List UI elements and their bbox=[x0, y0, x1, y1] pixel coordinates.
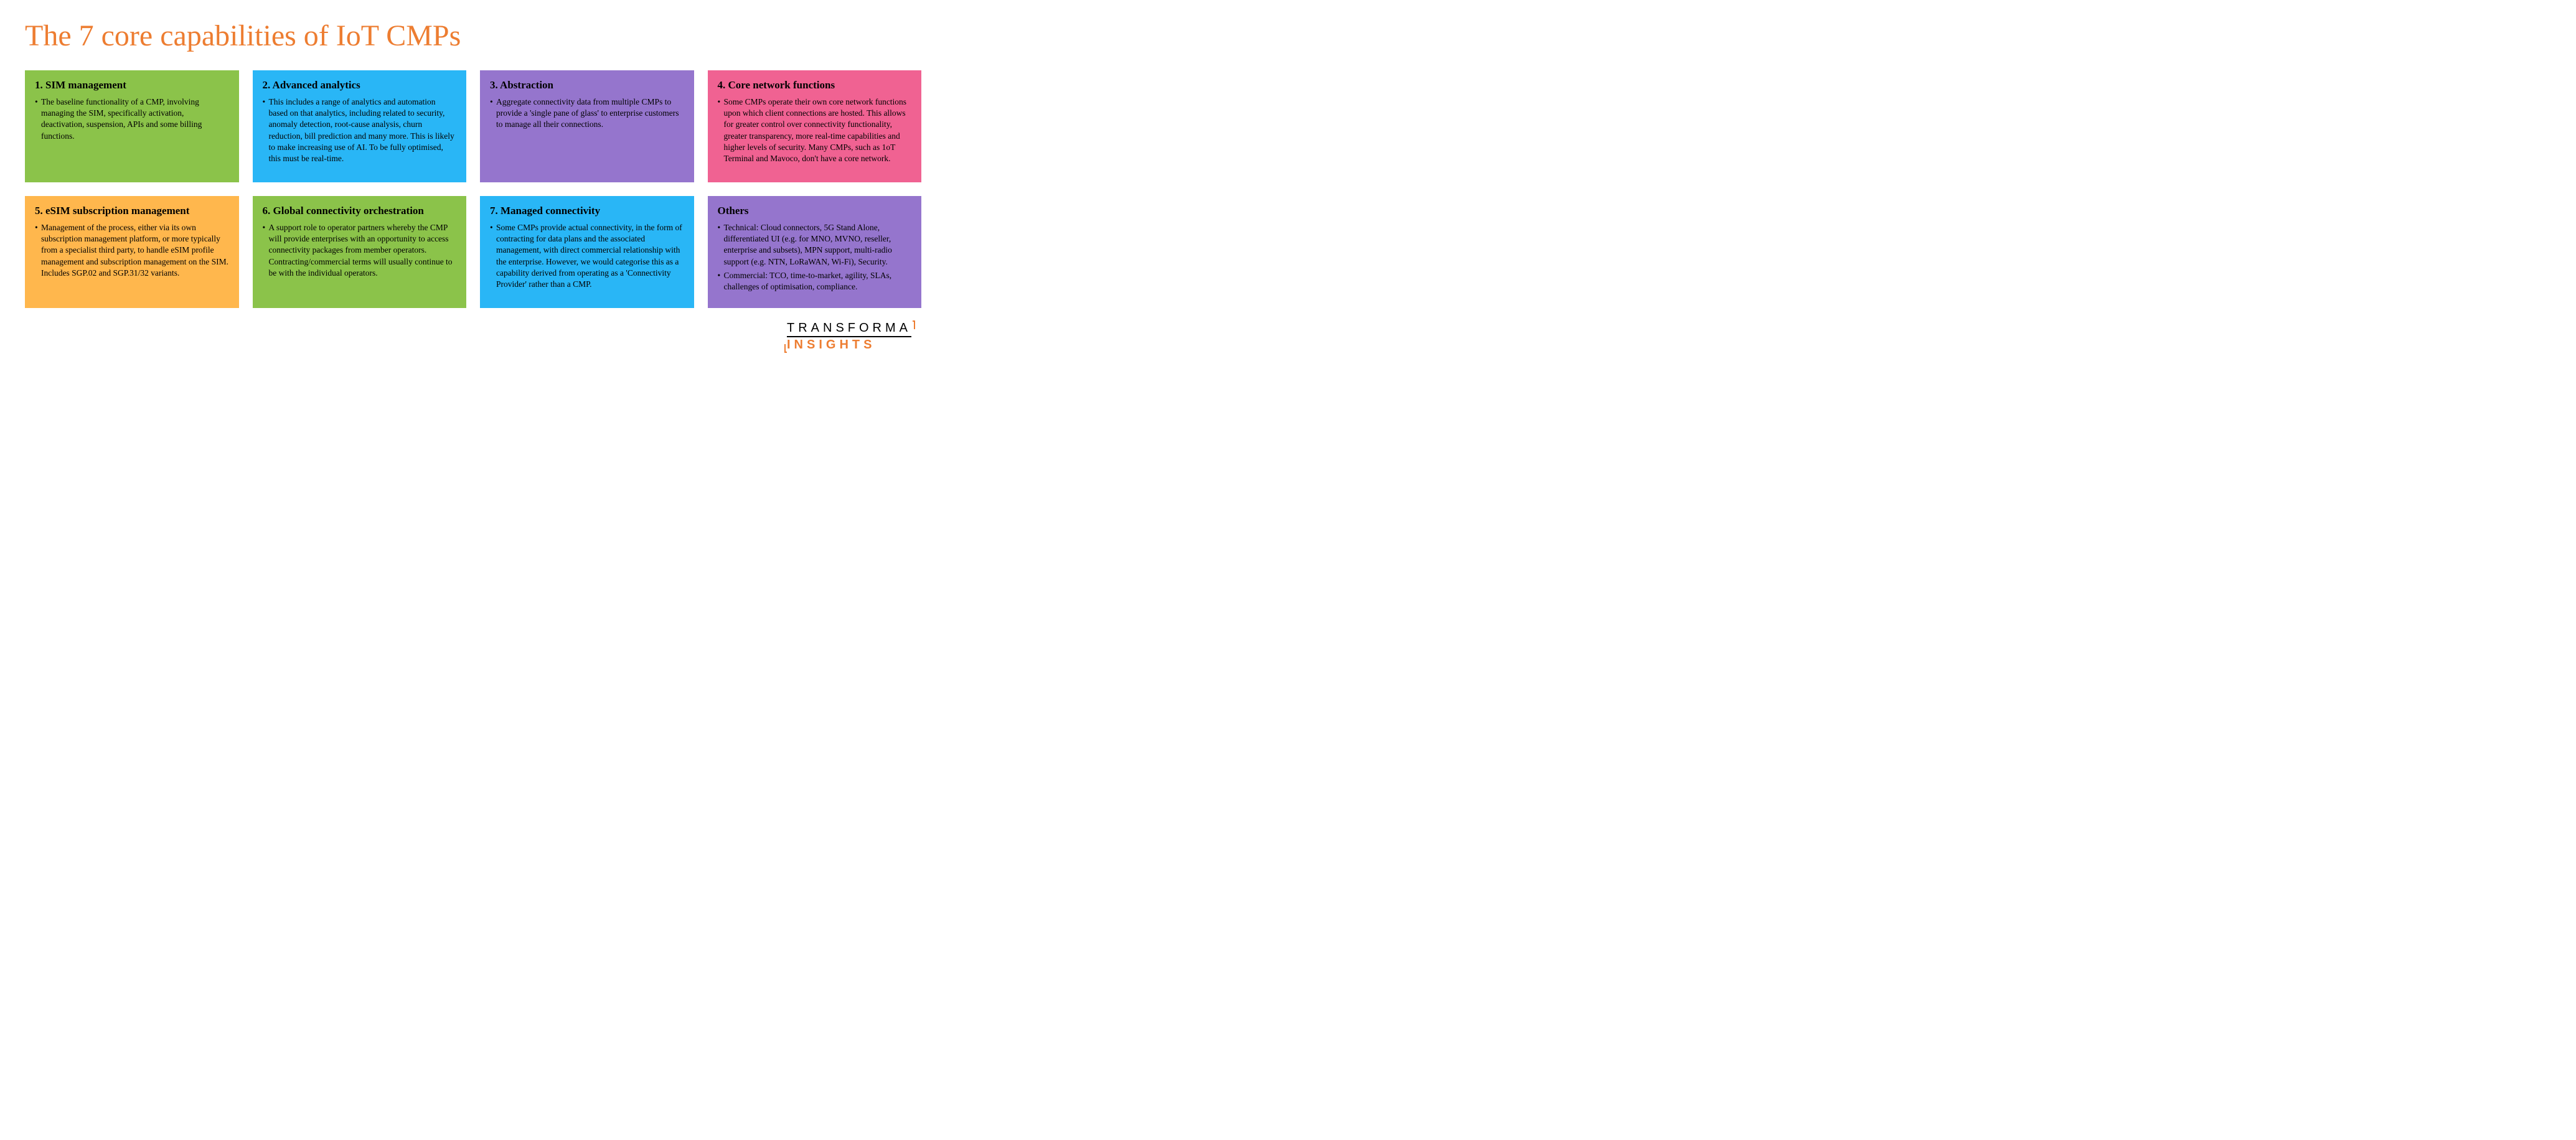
page-title: The 7 core capabilities of IoT CMPs bbox=[25, 19, 921, 53]
card-title: 5. eSIM subscription management bbox=[35, 205, 229, 217]
card-abstraction: 3. Abstraction Aggregate connectivity da… bbox=[480, 70, 694, 182]
card-esim-subscription-management: 5. eSIM subscription management Manageme… bbox=[25, 196, 239, 308]
card-sim-management: 1. SIM management The baseline functiona… bbox=[25, 70, 239, 182]
card-body: Some CMPs provide actual connectivity, i… bbox=[490, 222, 684, 290]
card-body: This includes a range of analytics and a… bbox=[263, 96, 457, 164]
cards-grid: 1. SIM management The baseline functiona… bbox=[25, 70, 921, 308]
logo-line2: INSIGHTS bbox=[787, 339, 911, 352]
card-bullet: Management of the process, either via it… bbox=[35, 222, 229, 279]
card-managed-connectivity: 7. Managed connectivity Some CMPs provid… bbox=[480, 196, 694, 308]
card-title: 4. Core network functions bbox=[718, 79, 912, 91]
card-title: 6. Global connectivity orchestration bbox=[263, 205, 457, 217]
card-title: 3. Abstraction bbox=[490, 79, 684, 91]
card-bullet: Some CMPs operate their own core network… bbox=[718, 96, 912, 164]
logo-container: TRANSFORMA INSIGHTS bbox=[25, 320, 921, 353]
logo-line1: TRANSFORMA bbox=[787, 322, 911, 335]
logo-underline bbox=[787, 336, 911, 337]
card-core-network-functions: 4. Core network functions Some CMPs oper… bbox=[708, 70, 922, 182]
card-title: 1. SIM management bbox=[35, 79, 229, 91]
card-advanced-analytics: 2. Advanced analytics This includes a ra… bbox=[253, 70, 467, 182]
card-bullet: Commercial: TCO, time-to-market, agility… bbox=[718, 270, 912, 292]
card-body: Some CMPs operate their own core network… bbox=[718, 96, 912, 164]
card-bullet: Aggregate connectivity data from multipl… bbox=[490, 96, 684, 131]
card-bullet: Technical: Cloud connectors, 5G Stand Al… bbox=[718, 222, 912, 268]
card-others: Others Technical: Cloud connectors, 5G S… bbox=[708, 196, 922, 308]
card-title: 7. Managed connectivity bbox=[490, 205, 684, 217]
card-bullet: Some CMPs provide actual connectivity, i… bbox=[490, 222, 684, 290]
card-title: 2. Advanced analytics bbox=[263, 79, 457, 91]
card-title: Others bbox=[718, 205, 912, 217]
card-body: A support role to operator partners wher… bbox=[263, 222, 457, 279]
card-bullet: A support role to operator partners wher… bbox=[263, 222, 457, 279]
card-body: Management of the process, either via it… bbox=[35, 222, 229, 279]
card-global-connectivity-orchestration: 6. Global connectivity orchestration A s… bbox=[253, 196, 467, 308]
card-body: The baseline functionality of a CMP, inv… bbox=[35, 96, 229, 142]
card-bullet: This includes a range of analytics and a… bbox=[263, 96, 457, 164]
transforma-insights-logo: TRANSFORMA INSIGHTS bbox=[784, 320, 915, 353]
card-body: Aggregate connectivity data from multipl… bbox=[490, 96, 684, 131]
logo-frame-icon bbox=[784, 344, 787, 353]
card-bullet: The baseline functionality of a CMP, inv… bbox=[35, 96, 229, 142]
card-body: Technical: Cloud connectors, 5G Stand Al… bbox=[718, 222, 912, 292]
logo-frame-icon bbox=[913, 320, 915, 329]
